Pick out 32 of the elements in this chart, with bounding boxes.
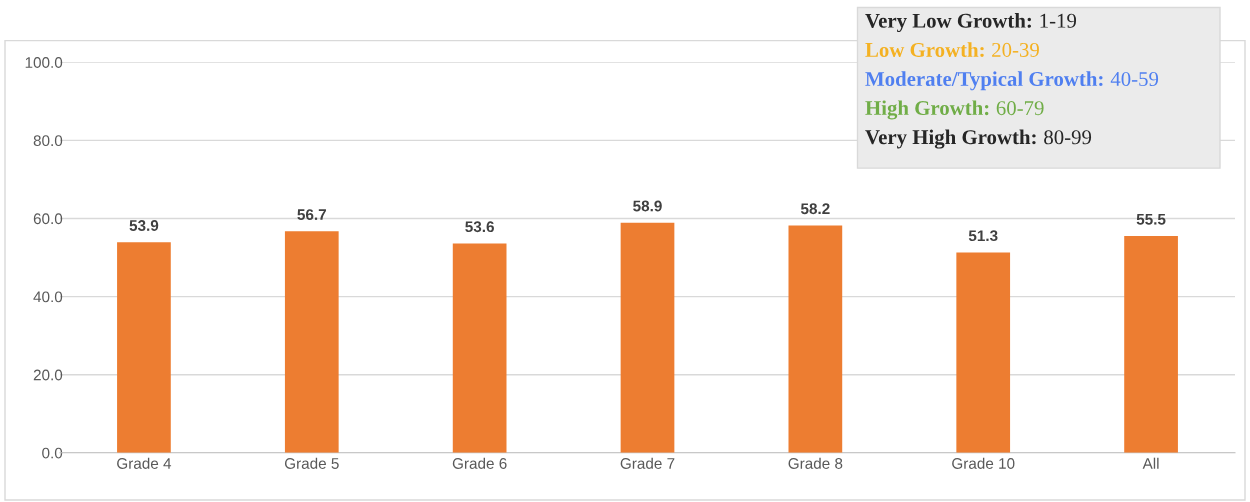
data-label: 53.9 bbox=[129, 220, 159, 231]
annotation: Moderate/Typical Growth: 40-59 bbox=[865, 71, 1159, 91]
data-label: 56.7 bbox=[297, 209, 326, 221]
x-tick-label: Grade 5 bbox=[284, 457, 339, 469]
y-tick-label: 80.0 bbox=[33, 135, 63, 147]
x-tick-label: Grade 10 bbox=[952, 457, 1015, 469]
bar bbox=[452, 243, 507, 453]
bar bbox=[117, 242, 171, 453]
x-tick-label: Grade 8 bbox=[788, 457, 843, 469]
y-tick-label: 100.0 bbox=[25, 57, 63, 68]
data-label: 58.9 bbox=[633, 200, 662, 212]
annotation: Very High Growth: 80-99 bbox=[865, 129, 1092, 149]
y-tick-label: 40.0 bbox=[33, 291, 63, 303]
data-label: 51.3 bbox=[968, 230, 998, 242]
annotation: High Growth: 60-79 bbox=[865, 100, 1044, 120]
x-tick-label: Grade 6 bbox=[452, 457, 507, 469]
text: Low Growth: 20-39 bbox=[865, 42, 1039, 58]
data-label: 58.2 bbox=[800, 203, 830, 215]
bar bbox=[956, 252, 1011, 453]
x-tick-label: Grade 7 bbox=[620, 457, 675, 469]
y-tick-label: 0.0 bbox=[42, 447, 63, 459]
x-tick-label: All bbox=[1142, 457, 1159, 469]
bar bbox=[284, 231, 339, 453]
bar bbox=[620, 222, 675, 453]
y-tick-label: 60.0 bbox=[33, 213, 63, 225]
text: Very Low Growth: 1-19 bbox=[865, 13, 1077, 33]
data-label: 55.5 bbox=[1136, 214, 1166, 225]
x-tick-label: Grade 4 bbox=[117, 457, 172, 469]
y-tick-label: 20.0 bbox=[33, 369, 63, 381]
data-label: 53.6 bbox=[465, 221, 494, 233]
bar bbox=[788, 225, 843, 453]
bar bbox=[1124, 236, 1178, 453]
